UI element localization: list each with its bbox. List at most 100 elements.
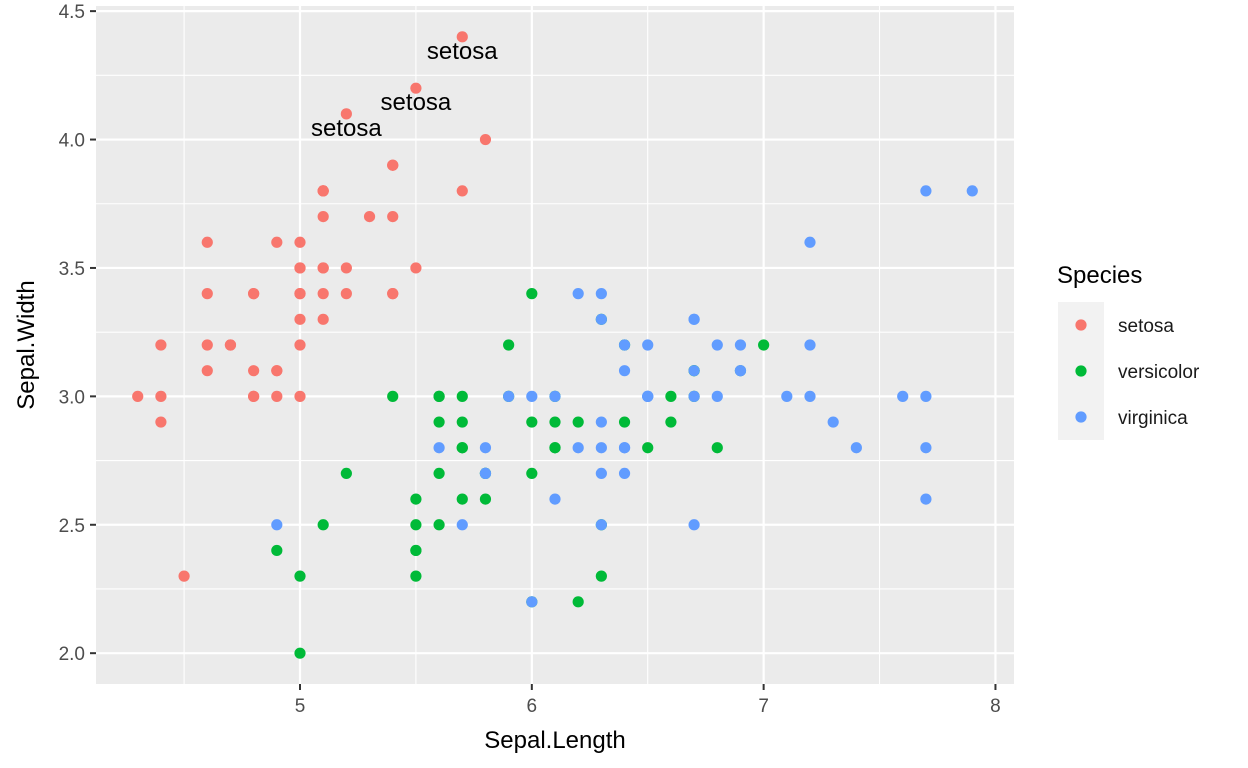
point-versicolor <box>456 416 468 428</box>
point-virginica <box>966 185 978 197</box>
point-virginica <box>618 442 631 454</box>
point-versicolor <box>294 570 306 582</box>
point-setosa <box>248 288 260 300</box>
point-setosa <box>132 390 144 402</box>
point-virginica <box>595 416 607 428</box>
y-tick-label: 2.5 <box>59 516 85 537</box>
legend-label-versicolor: versicolor <box>1118 362 1200 383</box>
point-versicolor <box>665 416 677 428</box>
x-axis: 5 6 7 8 <box>295 684 1001 717</box>
point-setosa <box>317 313 329 325</box>
point-versicolor <box>549 416 561 428</box>
point-setosa <box>294 390 306 402</box>
point-virginica <box>920 390 932 402</box>
point-setosa <box>294 313 306 325</box>
point-virginica <box>526 596 538 608</box>
point-setosa <box>201 288 213 300</box>
point-virginica <box>479 467 492 480</box>
point-virginica <box>549 390 561 402</box>
point-setosa <box>317 210 329 223</box>
x-tick-label: 8 <box>990 696 1001 717</box>
point-virginica <box>850 442 862 454</box>
point-versicolor <box>317 519 329 531</box>
x-tick-label: 5 <box>295 696 306 717</box>
point-setosa <box>294 339 306 351</box>
point-setosa <box>410 262 422 274</box>
point-versicolor <box>503 339 515 351</box>
point-virginica <box>526 390 538 402</box>
point-versicolor <box>572 596 584 608</box>
point-versicolor <box>433 519 445 531</box>
point-versicolor <box>456 493 468 505</box>
point-versicolor <box>410 544 422 557</box>
point-virginica <box>433 442 445 454</box>
point-virginica <box>781 390 793 402</box>
point-versicolor <box>549 442 561 454</box>
legend: Species setosa versicolor virginica <box>1057 262 1200 440</box>
point-setosa <box>271 365 283 377</box>
point-versicolor <box>410 519 422 531</box>
point-virginica <box>804 390 816 402</box>
point-versicolor <box>271 544 283 557</box>
y-axis: 2.0 2.5 3.0 3.5 4.0 4.5 <box>59 2 96 665</box>
y-tick-label: 3.5 <box>59 259 85 280</box>
point-virginica <box>804 339 816 351</box>
point-virginica <box>920 185 932 197</box>
point-virginica <box>688 313 700 325</box>
point-versicolor <box>526 416 538 428</box>
legend-key-setosa <box>1075 319 1087 331</box>
panel-background <box>96 6 1014 684</box>
point-virginica <box>595 442 607 454</box>
point-versicolor <box>595 570 607 582</box>
point-virginica <box>479 442 492 454</box>
point-setosa <box>271 390 283 402</box>
x-tick-label: 7 <box>758 696 769 717</box>
point-versicolor <box>572 416 584 428</box>
point-virginica <box>271 519 283 531</box>
y-tick-label: 4.0 <box>59 131 85 152</box>
point-annotation: setosa <box>381 89 452 116</box>
point-setosa <box>317 185 329 197</box>
point-setosa <box>479 133 492 146</box>
point-virginica <box>688 390 700 402</box>
point-virginica <box>897 390 909 402</box>
point-setosa <box>224 339 237 351</box>
point-virginica <box>642 390 654 402</box>
point-virginica <box>595 313 607 325</box>
point-virginica <box>920 493 932 505</box>
point-setosa <box>317 288 329 300</box>
y-tick-label: 3.0 <box>59 387 85 408</box>
point-versicolor <box>758 339 770 351</box>
point-versicolor <box>526 288 538 300</box>
legend-key-virginica <box>1075 411 1087 423</box>
point-versicolor <box>665 390 677 402</box>
point-setosa <box>294 262 306 274</box>
point-setosa <box>294 236 306 248</box>
point-setosa <box>248 365 260 377</box>
point-virginica <box>827 416 839 428</box>
point-setosa <box>387 210 399 223</box>
legend-label-setosa: setosa <box>1118 316 1174 337</box>
point-virginica <box>711 390 723 402</box>
point-versicolor <box>456 442 468 454</box>
legend-label-virginica: virginica <box>1118 408 1188 429</box>
point-versicolor <box>387 390 399 402</box>
point-versicolor <box>294 647 306 659</box>
point-versicolor <box>711 442 723 454</box>
point-versicolor <box>340 467 352 480</box>
point-setosa <box>340 262 352 274</box>
point-virginica <box>804 236 816 248</box>
point-virginica <box>618 467 631 480</box>
point-setosa <box>363 210 376 223</box>
point-versicolor <box>618 416 631 428</box>
point-versicolor <box>526 467 538 480</box>
point-virginica <box>549 493 561 505</box>
x-axis-title: Sepal.Length <box>484 727 625 754</box>
point-setosa <box>178 570 190 582</box>
point-virginica <box>920 442 932 454</box>
point-setosa <box>201 339 213 351</box>
legend-entries: setosa versicolor virginica <box>1058 302 1200 440</box>
y-tick-label: 4.5 <box>59 2 85 23</box>
point-virginica <box>642 339 654 351</box>
